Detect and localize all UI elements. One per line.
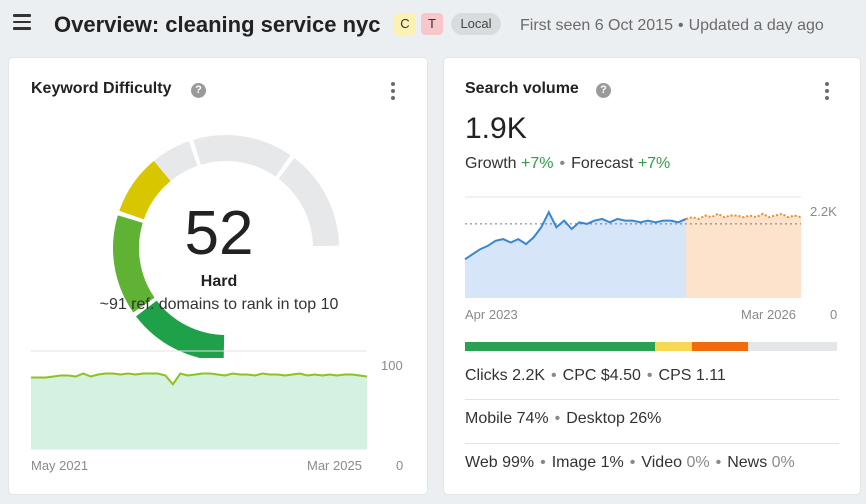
intent-segment-commercial — [691, 342, 748, 351]
gauge-segment-filled — [112, 215, 155, 313]
cpc-separator: • — [646, 367, 653, 384]
growth-value: +7% — [521, 155, 554, 172]
sv-x-end: Mar 2026 — [741, 307, 796, 322]
web-label: Web — [465, 454, 498, 471]
sv-more-options-icon[interactable] — [824, 82, 830, 100]
kd-more-options-icon[interactable] — [390, 82, 396, 100]
mobile-share: Mobile 74% — [465, 410, 549, 427]
kd-trend-ymin: 0 — [396, 458, 404, 473]
type-separator: • — [540, 454, 546, 471]
sv-history-area — [465, 212, 686, 298]
clicks-separator: • — [551, 367, 557, 384]
intent-segment-navigational — [654, 342, 692, 351]
image-label: Image — [551, 454, 597, 471]
divider — [465, 443, 839, 444]
kd-trend-line — [31, 372, 368, 386]
local-badge: Local — [451, 13, 501, 35]
serp-type-row: Web 99% • Image 1% • Video 0% • News 0% — [465, 454, 795, 472]
intent-badge-c: C — [394, 13, 416, 35]
video-label: Video — [641, 454, 682, 471]
meta-separator: • — [677, 17, 684, 34]
keyword-difficulty-card: Keyword Difficulty ? 52 Hard ~91 ref. do… — [9, 58, 427, 494]
gauge-segment-filled — [119, 160, 171, 220]
sv-y-min: 0 — [830, 307, 838, 322]
sv-forecast-line — [685, 212, 802, 220]
kd-gauge — [112, 135, 339, 358]
sv-title: Search volume — [465, 80, 579, 97]
device-row: Mobile 74% • Desktop 26% — [465, 410, 661, 428]
web-share: 99% — [502, 454, 535, 471]
gauge-segment-empty — [153, 141, 198, 181]
cps-value: CPS 1.11 — [658, 367, 726, 384]
sv-growth-line: Growth +7% • Forecast +7% — [465, 155, 670, 173]
forecast-label: Forecast — [571, 155, 634, 172]
sv-help-icon[interactable]: ? — [596, 83, 611, 98]
sv-chart — [464, 196, 802, 298]
sv-forecast-area — [686, 213, 801, 298]
intent-segment-informational — [465, 342, 655, 351]
sv-history-line — [464, 209, 687, 261]
search-volume-card: Search volume ? 1.9K Growth +7% • Forecast… — [444, 58, 860, 494]
divider — [465, 399, 839, 400]
kd-trend-area — [31, 373, 367, 449]
intent-distribution-bar — [465, 342, 837, 351]
gauge-segment-filled — [135, 300, 225, 358]
gauge-segment-empty — [193, 135, 291, 177]
type-separator: • — [629, 454, 636, 471]
sv-x-start: Apr 2023 — [465, 307, 518, 322]
first-seen: First seen 6 Oct 2015 — [520, 17, 673, 34]
kd-score: 52 — [184, 199, 254, 268]
top-bar: Overview: cleaning service nyc C T Local… — [0, 0, 866, 52]
kd-description: ~91 ref. domains to rank in top 10 — [99, 296, 339, 313]
type-separator: • — [715, 454, 722, 471]
growth-separator: • — [559, 155, 566, 172]
hamburger-menu-icon[interactable] — [13, 14, 31, 30]
forecast-value: +7% — [637, 155, 671, 172]
video-share: 0% — [686, 454, 710, 471]
kd-level: Hard — [200, 273, 238, 290]
clicks-value: Clicks 2.2K — [465, 367, 546, 384]
device-separator: • — [554, 410, 561, 427]
kd-trend-x-start: May 2021 — [31, 458, 89, 473]
kd-help-icon[interactable]: ? — [191, 83, 206, 98]
intent-badge-t: T — [421, 13, 443, 35]
sv-ref-label: 2.2K — [810, 204, 837, 219]
image-share: 1% — [600, 454, 624, 471]
kd-trend-chart — [31, 350, 368, 450]
page-title: Overview: cleaning service nyc — [54, 12, 381, 37]
growth-label: Growth — [465, 155, 517, 172]
kd-trend-x-end: Mar 2025 — [307, 458, 362, 473]
clicks-row: Clicks 2.2K • CPC $4.50 • CPS 1.11 — [465, 367, 726, 385]
news-share: 0% — [771, 454, 795, 471]
kd-title: Keyword Difficulty — [31, 80, 172, 97]
updated-at: Updated a day ago — [688, 17, 824, 34]
sv-value: 1.9K — [465, 112, 527, 145]
cpc-value: CPC $4.50 — [562, 367, 641, 384]
desktop-share: Desktop 26% — [566, 410, 662, 427]
gauge-segment-empty — [278, 157, 339, 247]
news-label: News — [727, 454, 768, 471]
intent-segment-other — [747, 342, 837, 351]
kd-trend-ymax: 100 — [381, 358, 403, 373]
keyword-meta: First seen 6 Oct 2015 • Updated a day ago — [520, 17, 824, 35]
